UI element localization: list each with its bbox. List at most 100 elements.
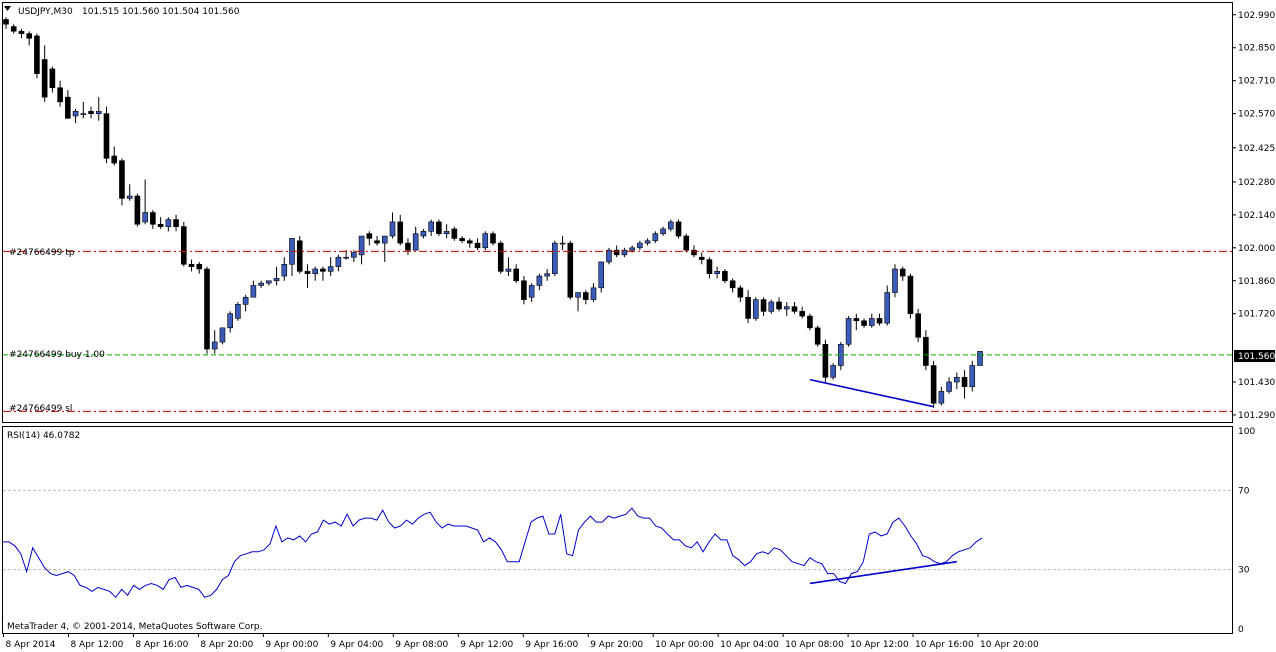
candle bbox=[544, 268, 550, 281]
time-tick-label: 10 Apr 08:00 bbox=[785, 640, 844, 650]
candle bbox=[969, 360, 976, 392]
candle bbox=[768, 299, 775, 314]
rsi-panel-frame bbox=[2, 426, 1233, 634]
bull-candle-body bbox=[969, 365, 976, 387]
candle bbox=[119, 158, 125, 206]
candle bbox=[320, 266, 326, 281]
bull-candle-body bbox=[667, 221, 674, 230]
chart-shift-marker-icon bbox=[4, 6, 11, 11]
bull-candle-body bbox=[977, 351, 983, 366]
candle bbox=[853, 313, 860, 331]
candle bbox=[876, 313, 883, 326]
candle bbox=[34, 33, 40, 79]
candle bbox=[961, 370, 968, 399]
bear-candle-body bbox=[776, 301, 782, 310]
time-tick-label: 9 Apr 16:00 bbox=[525, 640, 578, 650]
candle bbox=[977, 351, 983, 366]
bear-candle-body bbox=[436, 221, 442, 234]
candle bbox=[644, 238, 651, 246]
bear-candle-body bbox=[41, 59, 48, 98]
candle bbox=[907, 273, 914, 319]
price-tick-label: 102.570 bbox=[1238, 110, 1275, 120]
bear-candle-body bbox=[675, 221, 682, 237]
bull-candle-body bbox=[559, 242, 566, 245]
bull-candle-body bbox=[629, 247, 635, 251]
candle bbox=[513, 264, 519, 284]
candle bbox=[327, 257, 334, 277]
price-tick-label: 102.710 bbox=[1238, 77, 1275, 87]
candle bbox=[799, 306, 806, 319]
candle bbox=[72, 108, 79, 124]
candle bbox=[335, 254, 342, 272]
rsi-tick-label: 100 bbox=[1238, 427, 1255, 437]
candle bbox=[923, 330, 929, 371]
candle bbox=[745, 290, 751, 324]
bear-candle-body bbox=[799, 311, 806, 317]
bull-candle-body bbox=[753, 299, 759, 319]
bull-candle-body bbox=[652, 233, 659, 242]
bull-candle-body bbox=[258, 282, 264, 286]
bear-candle-body bbox=[876, 318, 883, 324]
candle bbox=[621, 247, 628, 258]
candle bbox=[722, 268, 728, 284]
price-tick-label: 101.720 bbox=[1238, 310, 1275, 320]
candle bbox=[258, 280, 264, 288]
candle bbox=[807, 313, 813, 331]
bull-candle-body bbox=[412, 233, 419, 251]
candle bbox=[667, 219, 674, 232]
bull-candle-body bbox=[242, 296, 249, 305]
bear-candle-body bbox=[923, 336, 929, 366]
bull-candle-body bbox=[351, 252, 357, 258]
candle bbox=[606, 247, 612, 265]
price-divergence-line bbox=[809, 378, 934, 408]
candle bbox=[312, 266, 319, 281]
current-price-tag: 101.560 bbox=[1238, 352, 1275, 362]
candle bbox=[142, 179, 148, 225]
bear-candle-body bbox=[320, 268, 326, 272]
bull-candle-body bbox=[621, 249, 628, 256]
bear-candle-body bbox=[737, 287, 744, 298]
bear-candle-body bbox=[683, 235, 690, 251]
bear-candle-body bbox=[304, 271, 311, 275]
time-tick-label: 9 Apr 20:00 bbox=[590, 640, 643, 650]
time-tick-label: 9 Apr 08:00 bbox=[395, 640, 448, 650]
bear-candle-body bbox=[366, 233, 373, 239]
bull-candle-body bbox=[544, 273, 550, 277]
rsi-divergence-line bbox=[809, 560, 957, 585]
candle bbox=[26, 31, 32, 46]
candle bbox=[296, 236, 303, 274]
candle bbox=[737, 285, 744, 302]
bull-candle-body bbox=[428, 221, 434, 232]
candle bbox=[567, 240, 574, 300]
candle bbox=[420, 228, 427, 239]
bear-candle-body bbox=[10, 26, 17, 32]
bear-candle-body bbox=[405, 242, 411, 251]
bear-candle-body bbox=[196, 263, 203, 270]
price-tick-label: 102.280 bbox=[1238, 178, 1275, 188]
symbol-label: USDJPY,M30 bbox=[18, 7, 73, 17]
price-tick-label: 102.140 bbox=[1238, 211, 1275, 221]
bull-candle-body bbox=[606, 249, 612, 263]
candle bbox=[18, 28, 25, 39]
rsi-line bbox=[3, 507, 983, 599]
candle bbox=[150, 210, 156, 229]
rsi-tick-label: 70 bbox=[1238, 486, 1250, 496]
bear-candle-body bbox=[490, 233, 496, 244]
bear-candle-body bbox=[822, 344, 829, 378]
time-tick-label: 9 Apr 12:00 bbox=[460, 640, 513, 650]
candle bbox=[381, 235, 388, 262]
candle bbox=[675, 219, 682, 239]
candle bbox=[173, 214, 179, 232]
candle bbox=[281, 257, 288, 281]
bull-candle-body bbox=[938, 391, 945, 404]
candle bbox=[474, 238, 481, 251]
bear-candle-body bbox=[173, 219, 179, 227]
bear-candle-body bbox=[49, 68, 56, 89]
bull-candle-body bbox=[660, 228, 666, 234]
candle bbox=[134, 193, 141, 227]
candle bbox=[497, 240, 504, 274]
candle bbox=[227, 311, 233, 333]
bull-candle-body bbox=[644, 240, 651, 244]
bear-candle-body bbox=[698, 256, 705, 260]
